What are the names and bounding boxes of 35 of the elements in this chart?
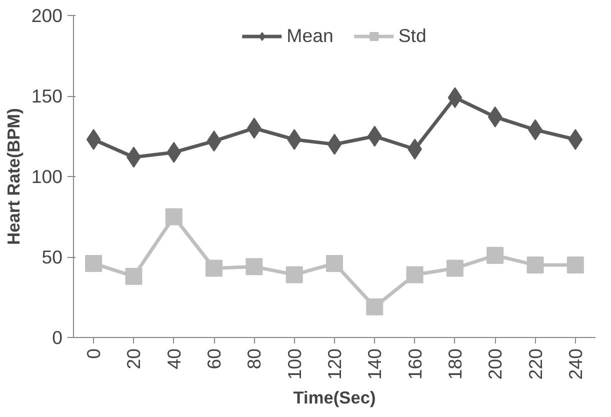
point [286, 266, 303, 284]
x-tick-label: 120 [324, 348, 345, 380]
x-tick-label: 100 [284, 348, 305, 380]
point [125, 268, 142, 285]
y-axis-title: Heart Rate(BPM) [3, 108, 24, 245]
point [246, 258, 263, 276]
y-tick-label: 0 [52, 327, 63, 348]
y-tick-label: 50 [42, 246, 63, 268]
x-tick-label: 180 [444, 348, 466, 380]
x-tick-label: 40 [163, 348, 184, 370]
x-tick-label: 20 [123, 348, 144, 370]
x-tick-label: 220 [524, 348, 546, 380]
point [486, 246, 504, 264]
x-tick-label: 60 [204, 348, 225, 370]
x-tick-label: 140 [364, 348, 386, 380]
x-axis-title: Time(Sec) [293, 388, 376, 408]
point [526, 256, 544, 274]
point [165, 208, 182, 226]
point [326, 254, 343, 272]
x-tick-label: 200 [484, 348, 506, 380]
x-tick-label: 80 [244, 348, 265, 370]
point [85, 254, 102, 272]
point [366, 298, 384, 316]
point [566, 256, 584, 274]
x-tick-label: 160 [404, 348, 426, 380]
y-tick-label: 100 [31, 166, 63, 187]
point [406, 266, 424, 284]
x-tick-label: 0 [83, 348, 104, 359]
y-tick-label: 200 [31, 5, 63, 26]
x-tick-label: 240 [564, 348, 586, 380]
y-tick-label: 150 [31, 86, 63, 106]
point [206, 260, 223, 277]
legend-label: Mean [286, 25, 334, 47]
point [446, 260, 464, 277]
legend-label: Std [398, 25, 426, 47]
